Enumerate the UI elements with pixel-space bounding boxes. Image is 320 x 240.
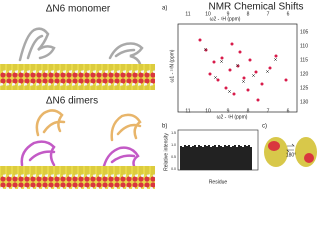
y-tick-label: 125 — [300, 85, 309, 91]
monomer-proteins — [18, 27, 144, 66]
y-tick-label: 115 — [300, 57, 308, 63]
y-tick-label: 0.0 — [171, 167, 176, 171]
monomer-title: ΔN6 monomer — [46, 4, 111, 15]
y-tick-label: 105 — [300, 29, 309, 35]
x-tick-label: 9 — [227, 108, 230, 114]
x-tick-label: 8 — [247, 11, 250, 17]
dimer-title: ΔN6 dimers — [46, 96, 98, 107]
rotate-arrows — [286, 143, 295, 153]
x-axis-label: Residue — [209, 179, 228, 185]
x-tick-label: 10 — [205, 108, 211, 114]
surface-view — [295, 137, 317, 167]
x-tick-label: 10 — [205, 11, 211, 17]
figure: ΔN6 monomer ΔN6 dimers a) NMR Chemical S… — [0, 2, 317, 189]
rotation-angle: 180° — [286, 152, 296, 158]
y-tick-label: 130 — [300, 99, 309, 105]
x-tick-label: 6 — [287, 108, 290, 114]
x-tick-label: 6 — [287, 11, 290, 17]
y-tick-label: 0.5 — [171, 155, 176, 159]
intensity-bars — [180, 145, 252, 170]
x-tick-label: 7 — [267, 11, 270, 17]
surface-patch — [268, 141, 280, 151]
surface-patch — [304, 153, 314, 163]
y-tick-label: 1.5 — [171, 131, 176, 135]
x-axis-label: ω2 - ¹H (ppm) — [210, 16, 241, 22]
y-tick-label: 120 — [300, 71, 309, 77]
nmr-peaks — [198, 38, 288, 102]
x-tick-label: 7 — [267, 108, 270, 114]
x-tick-label: 8 — [247, 108, 250, 114]
membrane — [0, 166, 155, 189]
y-axis-label: ω1 - ¹⁵N (ppm) — [169, 49, 175, 82]
membrane — [0, 64, 155, 90]
panel-label: c) — [262, 124, 267, 130]
x-tick-label: 9 — [227, 11, 230, 17]
nmr-frame — [177, 23, 298, 113]
x-tick-label: 11 — [185, 108, 190, 114]
dimer-proteins — [20, 109, 142, 168]
panel-label: a) — [162, 6, 167, 12]
y-tick-label: 110 — [300, 43, 308, 49]
nmr-title: NMR Chemical Shifts — [208, 2, 303, 13]
panel-label: b) — [162, 124, 167, 130]
x-axis-label: ω2 - ¹H (ppm) — [217, 114, 248, 120]
nmr-crosses — [203, 47, 278, 94]
x-tick-label: 11 — [185, 11, 190, 17]
y-tick-label: 1.0 — [171, 143, 176, 147]
y-axis-label: Relative intensity — [163, 133, 169, 171]
